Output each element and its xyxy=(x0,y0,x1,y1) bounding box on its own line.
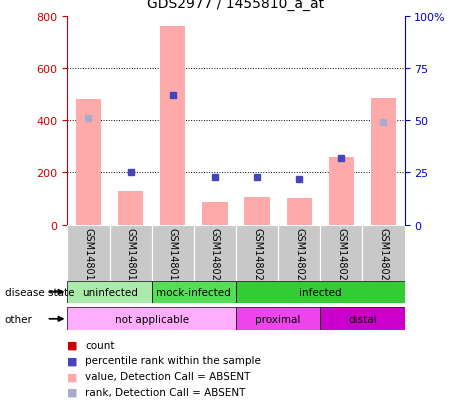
Text: GSM148020: GSM148020 xyxy=(210,227,220,286)
Bar xyxy=(245,198,270,225)
Text: proximal: proximal xyxy=(255,314,301,324)
Title: GDS2977 / 1455810_a_at: GDS2977 / 1455810_a_at xyxy=(147,0,325,11)
Bar xyxy=(110,225,152,281)
Text: uninfected: uninfected xyxy=(82,287,138,297)
Bar xyxy=(118,191,143,225)
Text: other: other xyxy=(5,314,33,324)
Bar xyxy=(320,225,362,281)
Text: GSM148022: GSM148022 xyxy=(379,227,388,286)
Bar xyxy=(329,157,354,225)
Bar xyxy=(152,281,236,304)
Bar xyxy=(152,225,194,281)
Text: not applicable: not applicable xyxy=(115,314,189,324)
Bar xyxy=(362,225,405,281)
Text: distal: distal xyxy=(348,314,377,324)
Text: rank, Detection Call = ABSENT: rank, Detection Call = ABSENT xyxy=(85,387,246,397)
Text: ■: ■ xyxy=(67,340,78,350)
Text: percentile rank within the sample: percentile rank within the sample xyxy=(85,356,261,366)
Text: count: count xyxy=(85,340,114,350)
Bar xyxy=(67,281,152,304)
Text: GSM148017: GSM148017 xyxy=(84,227,93,286)
Bar xyxy=(286,199,312,225)
Text: GSM148018: GSM148018 xyxy=(126,227,136,286)
Bar xyxy=(67,225,110,281)
Text: GSM148023: GSM148023 xyxy=(252,227,262,286)
Text: ■: ■ xyxy=(67,371,78,381)
Text: ■: ■ xyxy=(67,387,78,397)
Bar xyxy=(160,27,186,225)
Text: GSM148021: GSM148021 xyxy=(336,227,346,286)
Bar xyxy=(202,203,227,225)
Bar xyxy=(236,281,405,304)
Text: value, Detection Call = ABSENT: value, Detection Call = ABSENT xyxy=(85,371,251,381)
Bar xyxy=(278,225,320,281)
Text: GSM148019: GSM148019 xyxy=(168,227,178,286)
Bar xyxy=(76,100,101,225)
Text: mock-infected: mock-infected xyxy=(156,287,231,297)
Bar xyxy=(236,225,278,281)
Bar xyxy=(194,225,236,281)
Bar xyxy=(67,308,236,330)
Bar xyxy=(236,308,320,330)
Text: infected: infected xyxy=(299,287,342,297)
Text: disease state: disease state xyxy=(5,287,74,297)
Bar xyxy=(371,99,396,225)
Bar xyxy=(320,308,405,330)
Text: GSM148024: GSM148024 xyxy=(294,227,304,286)
Text: ■: ■ xyxy=(67,356,78,366)
